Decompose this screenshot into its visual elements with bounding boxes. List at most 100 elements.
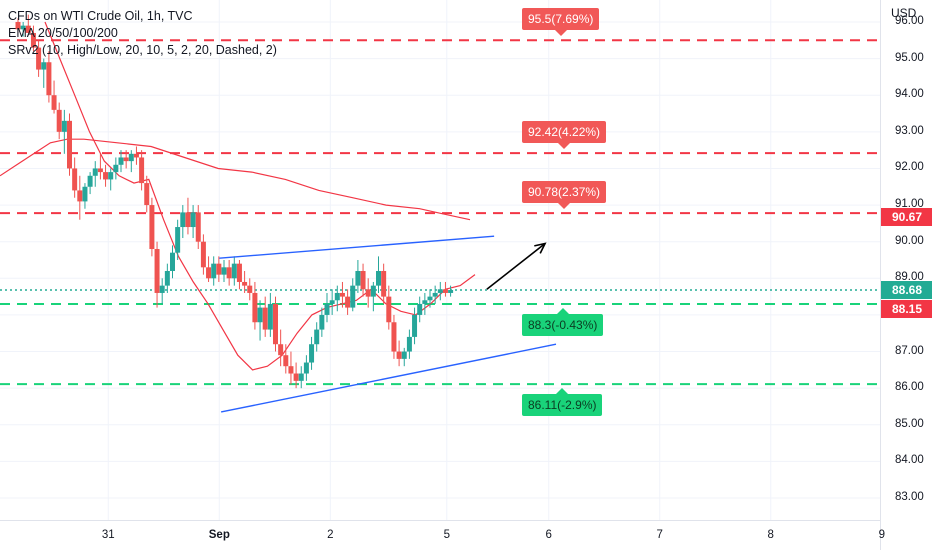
price-axis[interactable]: USD 96.00 95.00 94.00 93.00 92.00 91.00 90.00 8… [880, 0, 932, 550]
candle-body [195, 212, 201, 242]
candle-body [25, 25, 31, 33]
candle-body [345, 296, 351, 308]
candle-body [51, 95, 57, 110]
y-tick-label: 85.00 [895, 417, 924, 430]
ema-slow-line [0, 138, 471, 221]
candle-body [427, 296, 433, 301]
candle-body [108, 172, 114, 180]
candle-body [355, 270, 361, 286]
candle-body [391, 322, 397, 352]
candle-body [437, 289, 443, 293]
y-tick-label: 86.00 [895, 381, 924, 394]
candle-body [242, 281, 248, 286]
y-tick-label: 89.00 [895, 271, 924, 284]
candle-body [82, 186, 88, 202]
candle-body [422, 300, 428, 304]
x-tick-label: Sep [208, 529, 230, 541]
candle-body [319, 314, 325, 330]
candle-body [231, 263, 237, 279]
candle-body [15, 21, 21, 30]
x-tick-label: 31 [101, 529, 115, 541]
candle-body [226, 267, 232, 279]
resistance-label: 92.42(4.22%) [522, 121, 607, 150]
resistance-label: 90.78(2.37%) [522, 181, 607, 210]
candle-body [376, 270, 381, 286]
candle-body [97, 168, 103, 173]
candle-body [386, 296, 392, 323]
candle-body [288, 366, 294, 374]
candle-body [200, 241, 206, 268]
trendline [219, 235, 495, 259]
candle-body [303, 362, 309, 374]
legend-srv2[interactable]: SRv2 (10, High/Low, 20, 10, 5, 2, 20, Da… [8, 43, 277, 57]
candle-body [252, 292, 258, 323]
candle-body [360, 270, 366, 290]
candle-body [77, 190, 83, 202]
candle-body [206, 267, 212, 279]
candle-body [144, 183, 150, 206]
candle-body [339, 292, 345, 297]
x-tick-label: 2 [327, 529, 334, 541]
candle-body [46, 62, 52, 96]
candle-body [67, 120, 72, 169]
forecast-arrow-head [534, 242, 547, 254]
candle-body [309, 344, 315, 363]
legend-symbol[interactable]: CFDs on WTI Crude Oil, 1h, TVC [8, 9, 193, 23]
candle-body [20, 25, 26, 30]
candle-body [406, 336, 412, 352]
y-tick-label: 84.00 [895, 454, 924, 467]
candle-body [236, 263, 242, 282]
candle-body [30, 32, 36, 48]
trendline [220, 343, 557, 413]
candle-body [432, 292, 438, 297]
candle-body [92, 168, 98, 176]
candle-body [329, 300, 335, 304]
candle-body [123, 157, 129, 162]
price-tag: 88.68 [881, 281, 932, 300]
candle-body [396, 351, 402, 359]
x-tick-label: 8 [767, 529, 774, 541]
y-tick-label: 83.00 [895, 491, 924, 504]
price-chart[interactable] [0, 0, 880, 520]
candle-body [128, 153, 134, 162]
candle-body [211, 263, 217, 279]
candle-body [334, 292, 340, 301]
legend-ema[interactable]: EMA 20/50/100/200 [8, 26, 118, 40]
candle-body [247, 285, 253, 293]
candle-body [262, 307, 268, 330]
currency-label: USD [891, 6, 917, 20]
y-tick-label: 87.00 [895, 344, 924, 357]
price-tag: 88.15 [881, 300, 932, 319]
candle-body [139, 157, 145, 184]
candle-body [278, 344, 284, 356]
candle-body [381, 270, 387, 297]
candle-body [61, 120, 67, 132]
candle-body [221, 267, 227, 275]
candle-body [36, 47, 42, 70]
candle-body [370, 285, 376, 297]
candle-body [314, 329, 320, 345]
y-tick-label: 93.00 [895, 124, 924, 137]
candle-body [298, 373, 304, 381]
candle-body [164, 270, 170, 286]
y-tick-label: 91.00 [895, 198, 924, 211]
candle-body [293, 373, 299, 381]
candle-body [324, 303, 330, 315]
candle-body [350, 285, 356, 308]
x-tick-label: 5 [443, 529, 450, 541]
candle-body [72, 168, 78, 191]
candle-body [149, 205, 155, 250]
price-tag: 90.67 [881, 208, 932, 227]
x-tick-label: 6 [545, 529, 552, 541]
time-axis[interactable]: 31 Sep 2 5 6 7 8 9 [0, 520, 885, 551]
candle-body [442, 289, 448, 293]
y-tick-label: 90.00 [895, 234, 924, 247]
candle-body [133, 153, 139, 158]
candle-body [154, 249, 160, 293]
candle-body [417, 303, 423, 315]
forecast-arrow [486, 242, 546, 290]
candle-body [103, 172, 109, 180]
candle-body [401, 351, 407, 359]
candle-body [365, 289, 371, 297]
chart-area[interactable]: CFDs on WTI Crude Oil, 1h, TVC EMA 20/50… [0, 0, 880, 520]
